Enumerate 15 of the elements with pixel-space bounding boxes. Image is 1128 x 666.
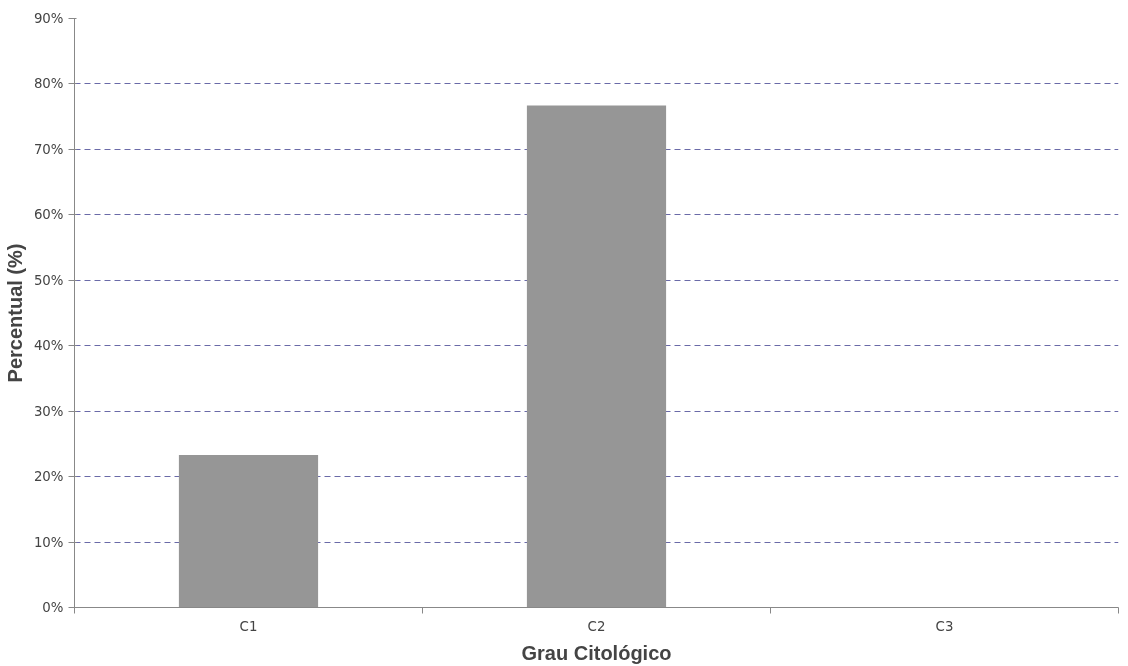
x-tick-label: C3: [935, 618, 954, 634]
y-axis-title: Percentual (%): [3, 243, 26, 383]
y-tick-label: 80%: [33, 76, 64, 92]
y-tick-label: 50%: [33, 272, 64, 288]
y-tick-label: 60%: [33, 207, 64, 223]
y-tick-label: 70%: [33, 141, 64, 157]
y-tick-label: 10%: [33, 534, 64, 550]
y-tick-label: 90%: [33, 11, 64, 26]
y-tick-label: 0%: [42, 600, 64, 615]
x-tick-label: C2: [587, 618, 606, 634]
y-tick-label: 40%: [33, 338, 64, 354]
x-tick-label: C1: [239, 618, 258, 634]
x-axis-title: Grau Citológico: [521, 641, 672, 664]
y-tick-label: 20%: [33, 469, 64, 485]
y-tick-label: 30%: [33, 403, 64, 419]
